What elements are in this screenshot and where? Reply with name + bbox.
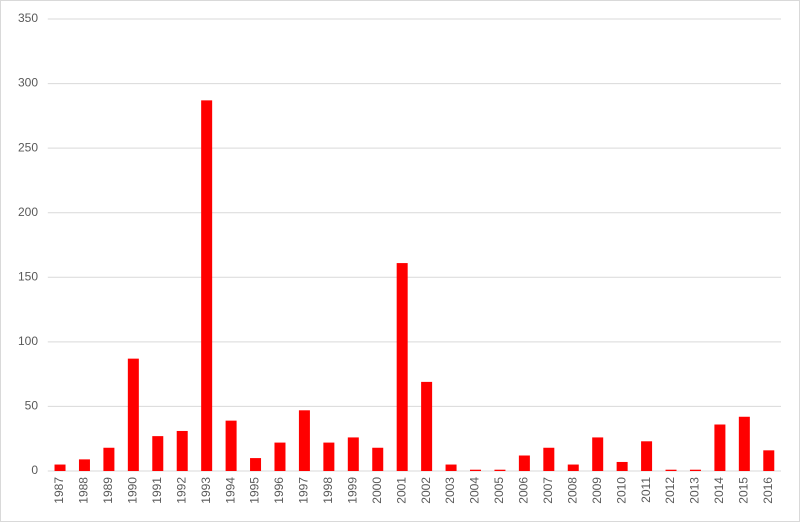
bar (396, 263, 408, 471)
x-tick-label: 2003 (443, 477, 457, 504)
bar (127, 358, 139, 471)
y-tick-label: 250 (18, 140, 38, 154)
bar (470, 469, 481, 471)
x-tick-label: 1999 (345, 477, 359, 504)
x-tick-label: 1998 (321, 477, 335, 504)
bar (54, 464, 66, 471)
bar (152, 436, 164, 471)
x-tick-label: 2005 (492, 477, 506, 504)
y-tick-label: 100 (18, 334, 38, 348)
x-tick-label: 1992 (174, 477, 188, 504)
x-tick-label: 2006 (517, 477, 531, 504)
bar (250, 458, 262, 471)
bar (103, 447, 115, 471)
bar (274, 442, 286, 471)
bar (421, 381, 433, 471)
bar (176, 430, 188, 471)
bar (494, 469, 506, 471)
x-tick-label: 1994 (223, 477, 237, 504)
bar (616, 461, 628, 471)
bar (298, 410, 310, 471)
bar (592, 437, 604, 471)
bar (738, 416, 750, 471)
x-tick-label: 2008 (565, 477, 579, 504)
bar (567, 464, 579, 471)
x-tick-label: 1996 (272, 477, 286, 504)
x-tick-label: 2001 (394, 477, 408, 504)
bar (543, 447, 555, 471)
y-tick-label: 0 (31, 463, 38, 477)
x-tick-label: 2007 (541, 477, 555, 504)
bar (225, 420, 237, 471)
x-tick-label: 1987 (52, 477, 66, 504)
x-tick-label: 1991 (150, 477, 164, 504)
y-tick-label: 200 (18, 205, 38, 219)
y-tick-label: 50 (25, 399, 39, 413)
bar (763, 450, 775, 471)
bar (201, 100, 213, 472)
bar (445, 464, 457, 471)
x-tick-label: 2000 (370, 477, 384, 504)
x-tick-label: 1989 (101, 477, 115, 504)
x-tick-label: 2014 (712, 477, 726, 504)
bar (518, 455, 530, 471)
bar (323, 442, 335, 471)
x-tick-label: 2013 (688, 477, 702, 504)
x-tick-label: 1993 (199, 477, 213, 504)
x-tick-label: 2016 (761, 477, 775, 504)
x-tick-label: 2002 (419, 477, 433, 504)
bar (372, 447, 384, 471)
y-tick-label: 150 (18, 269, 38, 283)
bar (714, 424, 726, 471)
x-tick-label: 2010 (614, 477, 628, 504)
y-tick-label: 300 (18, 76, 38, 90)
x-tick-label: 2011 (639, 477, 653, 503)
x-tick-label: 1988 (77, 477, 91, 504)
bar (347, 437, 359, 471)
x-tick-label: 2009 (590, 477, 604, 504)
bar (641, 441, 653, 471)
bar (78, 459, 90, 471)
x-tick-label: 1990 (126, 477, 140, 504)
bar (665, 469, 677, 471)
y-tick-label: 350 (18, 11, 38, 25)
x-tick-label: 1995 (248, 477, 262, 504)
x-tick-label: 2012 (663, 477, 677, 504)
bar (689, 469, 701, 471)
x-tick-label: 2015 (737, 477, 751, 504)
x-tick-label: 1997 (297, 477, 311, 504)
x-tick-label: 2004 (468, 477, 482, 504)
